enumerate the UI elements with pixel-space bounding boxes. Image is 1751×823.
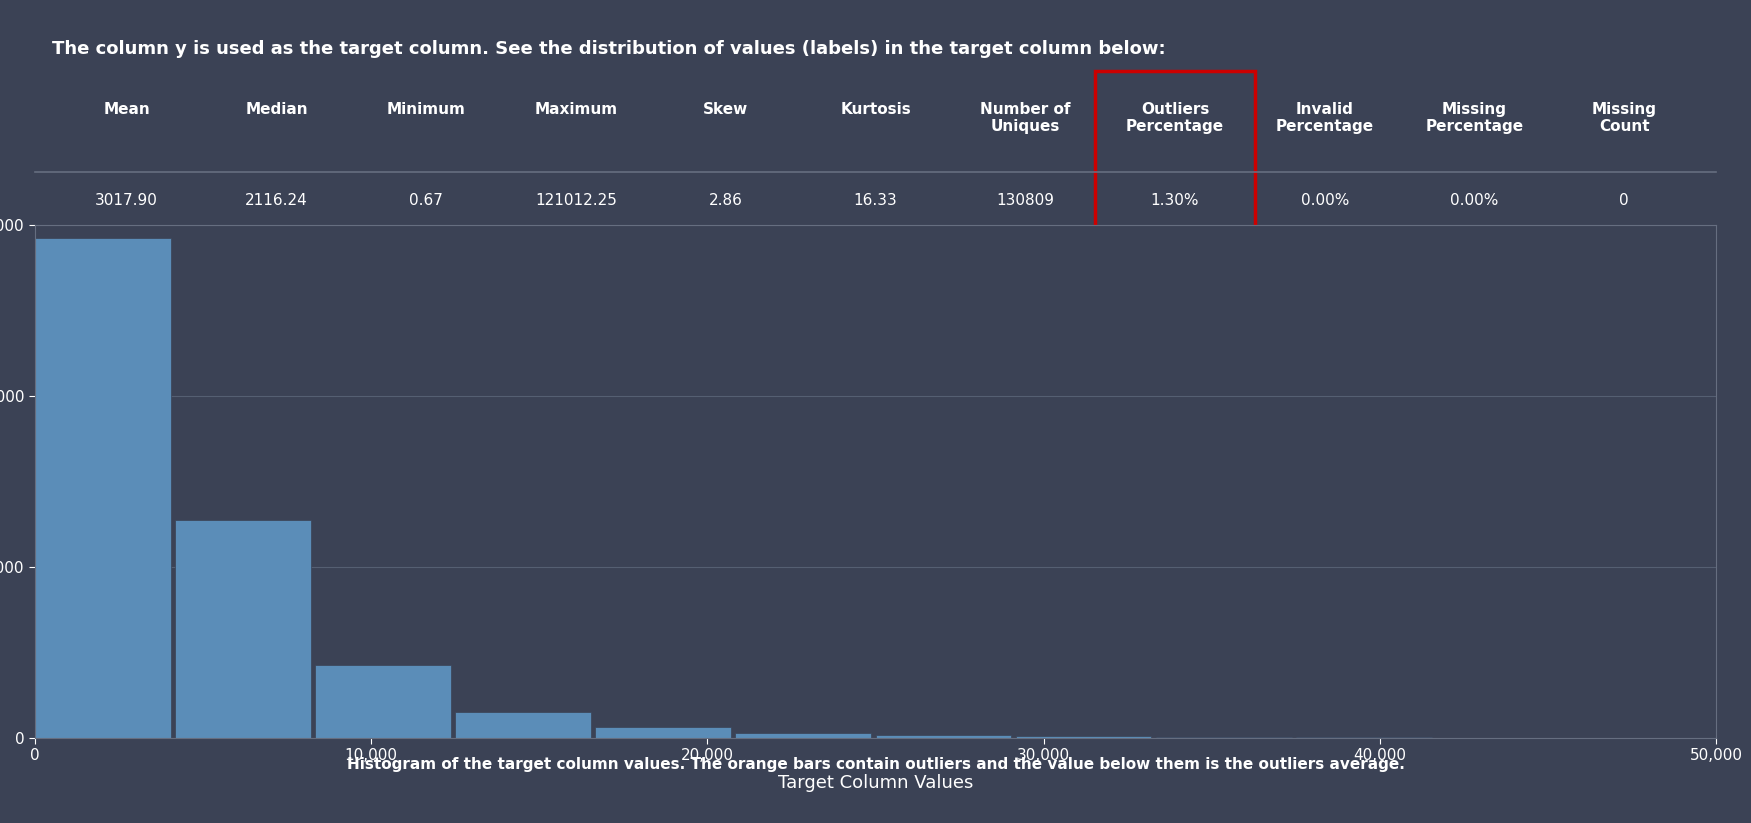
Text: Kurtosis: Kurtosis [840, 102, 911, 117]
Bar [876, 735, 1012, 737]
Bar [595, 728, 732, 737]
Bar [735, 732, 872, 737]
X-axis label: Target Column Values: Target Column Values [777, 774, 974, 793]
Text: Missing
Percentage: Missing Percentage [1425, 102, 1523, 134]
Text: 121012.25: 121012.25 [536, 193, 616, 208]
Text: Histogram of the target column values. The orange bars contain outliers and the : Histogram of the target column values. T… [347, 757, 1404, 773]
Text: Median: Median [245, 102, 308, 117]
Text: Outliers
Percentage: Outliers Percentage [1126, 102, 1224, 134]
Text: 0.00%: 0.00% [1450, 193, 1499, 208]
Text: Skew: Skew [704, 102, 748, 117]
Text: 3017.90: 3017.90 [95, 193, 158, 208]
Text: Invalid
Percentage: Invalid Percentage [1276, 102, 1375, 134]
Text: 16.33: 16.33 [854, 193, 897, 208]
Text: The column y is used as the target column. See the distribution of values (label: The column y is used as the target colum… [53, 40, 1166, 58]
Bar [315, 665, 452, 737]
Text: Missing
Count: Missing Count [1592, 102, 1656, 134]
Text: 2116.24: 2116.24 [245, 193, 308, 208]
Text: 1.30%: 1.30% [1150, 193, 1199, 208]
Bar [455, 712, 592, 737]
Bar [175, 520, 312, 737]
Bar [35, 238, 172, 737]
Text: Maximum: Maximum [534, 102, 618, 117]
Text: Minimum: Minimum [387, 102, 466, 117]
Text: 0.67: 0.67 [410, 193, 443, 208]
Bar [1094, 72, 1255, 236]
Text: 130809: 130809 [996, 193, 1054, 208]
Text: 0.00%: 0.00% [1301, 193, 1348, 208]
Text: 2.86: 2.86 [709, 193, 742, 208]
Text: 0: 0 [1620, 193, 1628, 208]
Text: Mean: Mean [103, 102, 151, 117]
Text: Number of
Uniques: Number of Uniques [981, 102, 1070, 134]
